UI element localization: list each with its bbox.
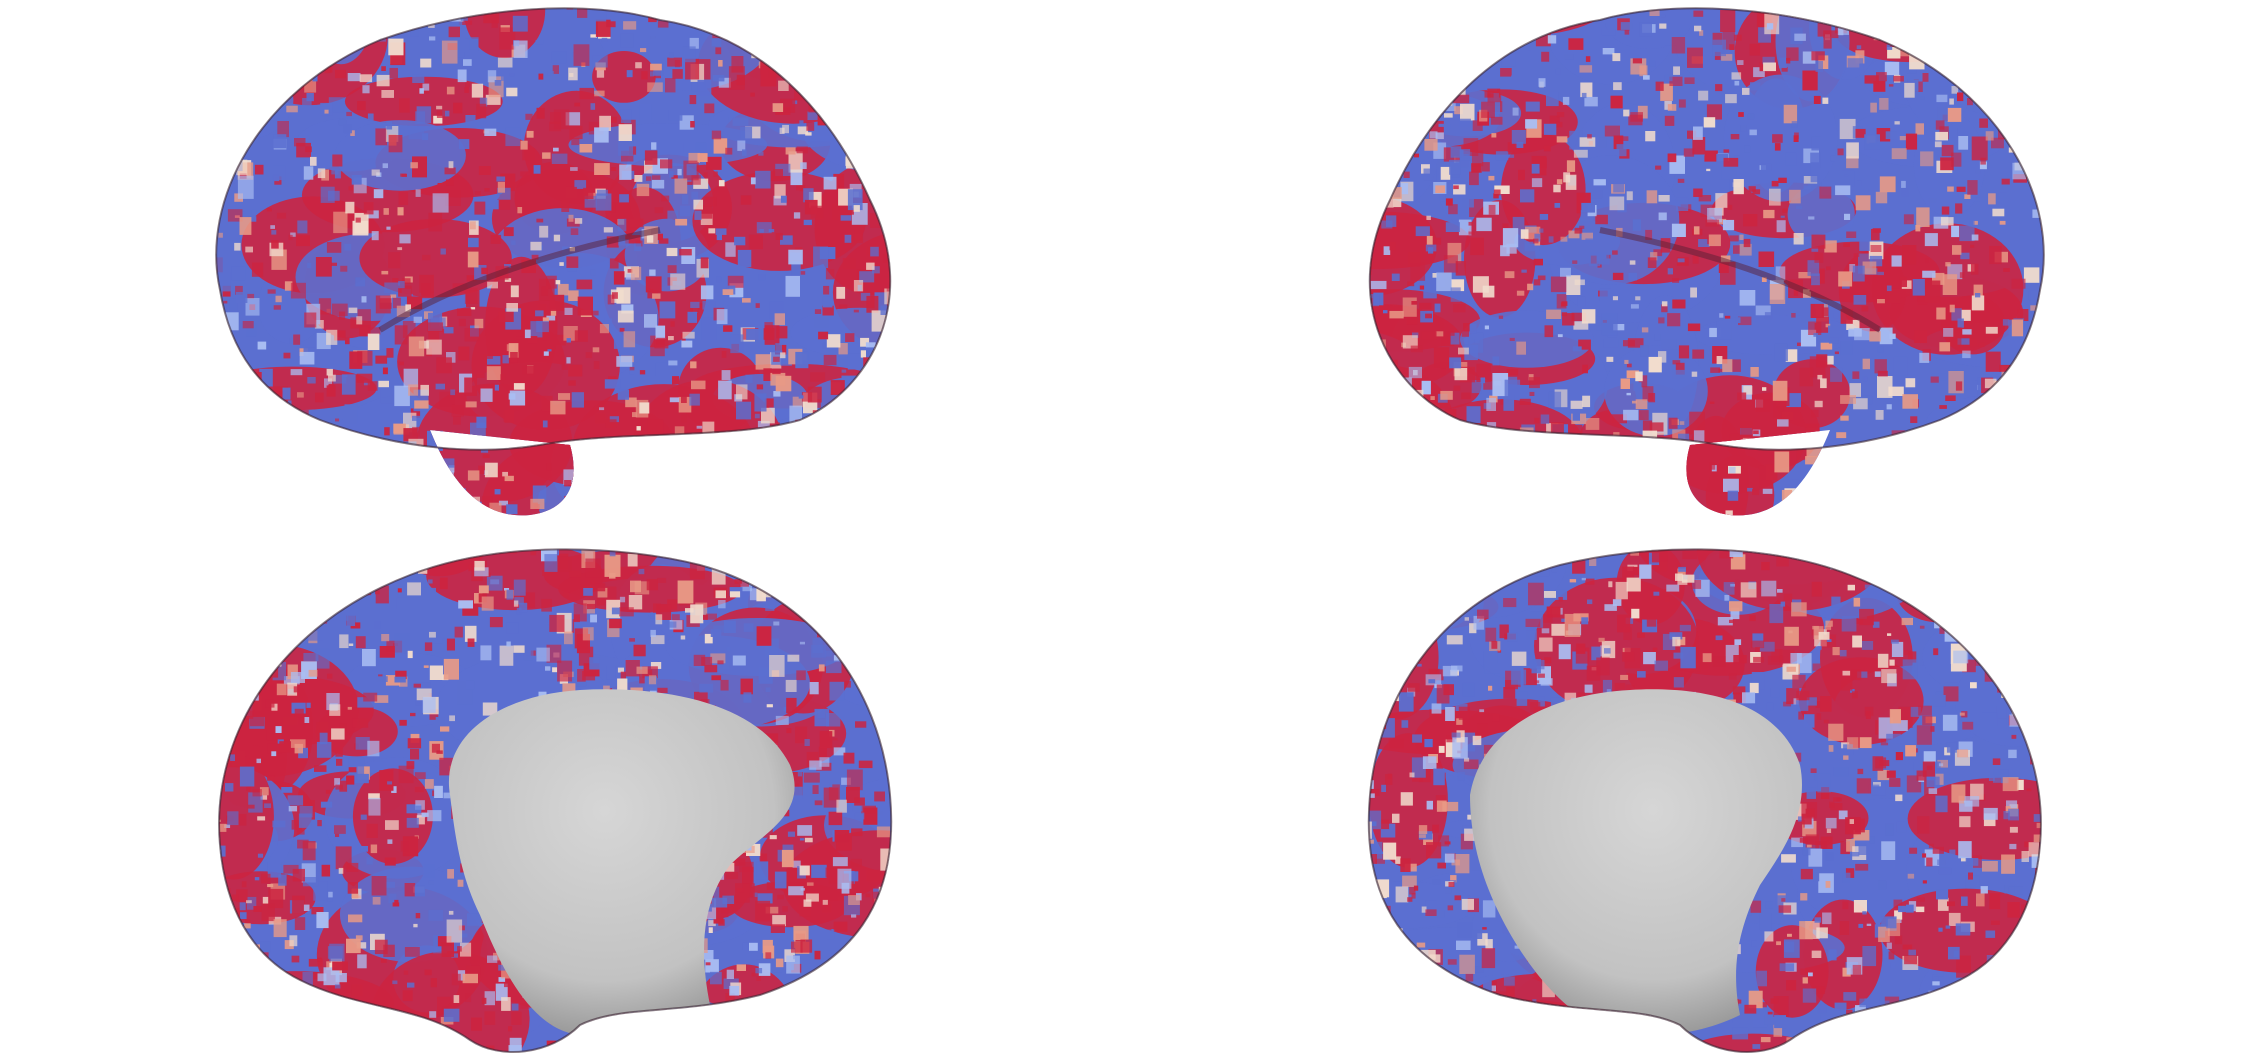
left-medial-surface-texture [219,549,892,1052]
right-hemisphere-medial-view [1367,548,2042,1053]
right-medial-wall [1470,689,1802,1035]
left-hemisphere-medial-view [218,548,893,1053]
left-hemisphere-lateral-view [215,7,892,516]
right-lateral-surface-texture [1369,8,2044,516]
right-medial-surface-texture [1368,549,2041,1052]
left-lateral-surface-texture [216,8,891,516]
left-medial-wall [448,689,795,1037]
right-hemisphere-lateral-view [1368,7,2045,516]
